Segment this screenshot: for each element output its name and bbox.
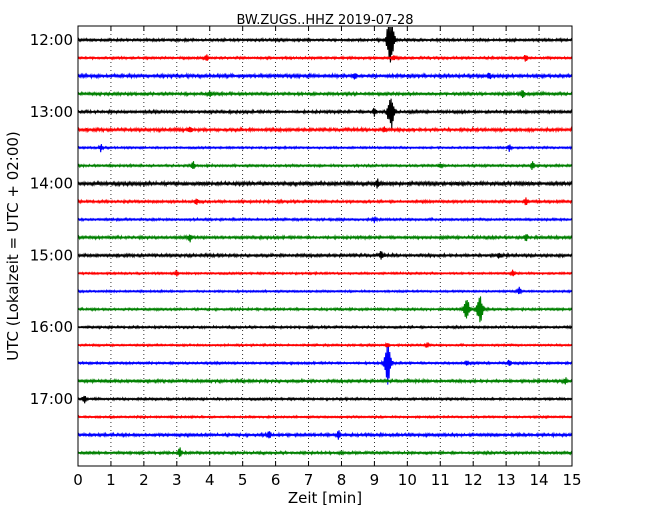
seismic-traces bbox=[77, 26, 573, 457]
x-tick-label: 8 bbox=[337, 471, 347, 489]
x-tick-label: 11 bbox=[431, 471, 450, 489]
x-tick-label: 7 bbox=[304, 471, 314, 489]
grid-lines bbox=[110, 26, 540, 466]
x-tick-label: 13 bbox=[497, 471, 516, 489]
y-tick-label: 15:00 bbox=[30, 246, 73, 264]
x-tick-label: 6 bbox=[271, 471, 281, 489]
x-tick-label: 14 bbox=[530, 471, 549, 489]
x-tick-label: 10 bbox=[398, 471, 417, 489]
y-axis-label: UTC (Lokalzeit = UTC + 02:00) bbox=[4, 131, 22, 361]
x-tick-label: 3 bbox=[172, 471, 182, 489]
y-tick-label: 12:00 bbox=[30, 31, 73, 49]
trace-line bbox=[77, 346, 573, 385]
trace-line bbox=[77, 234, 573, 243]
y-tick-label: 13:00 bbox=[30, 103, 73, 121]
x-axis-label: Zeit [min] bbox=[288, 489, 362, 507]
y-axis-ticks: 12:00 13:00 14:00 15:00 16:00 17:00 bbox=[30, 31, 572, 408]
y-tick-label: 14:00 bbox=[30, 175, 73, 193]
x-tick-label: 5 bbox=[238, 471, 248, 489]
x-axis-ticks: 0 1 2 3 4 5 6 7 8 9 10 11 12 13 14 15 bbox=[73, 26, 582, 489]
x-tick-label: 9 bbox=[370, 471, 380, 489]
x-tick-label: 12 bbox=[464, 471, 483, 489]
y-tick-label: 17:00 bbox=[30, 390, 73, 408]
x-tick-label: 2 bbox=[139, 471, 149, 489]
trace-line bbox=[77, 286, 573, 295]
x-tick-label: 15 bbox=[562, 471, 581, 489]
x-tick-label: 1 bbox=[106, 471, 116, 489]
x-tick-label: 4 bbox=[205, 471, 215, 489]
x-tick-label: 0 bbox=[73, 471, 83, 489]
trace-line bbox=[77, 98, 573, 129]
plot-frame bbox=[77, 25, 573, 467]
chart-title: BW.ZUGS..HHZ 2019-07-28 bbox=[236, 13, 413, 28]
y-tick-label: 16:00 bbox=[30, 318, 73, 336]
